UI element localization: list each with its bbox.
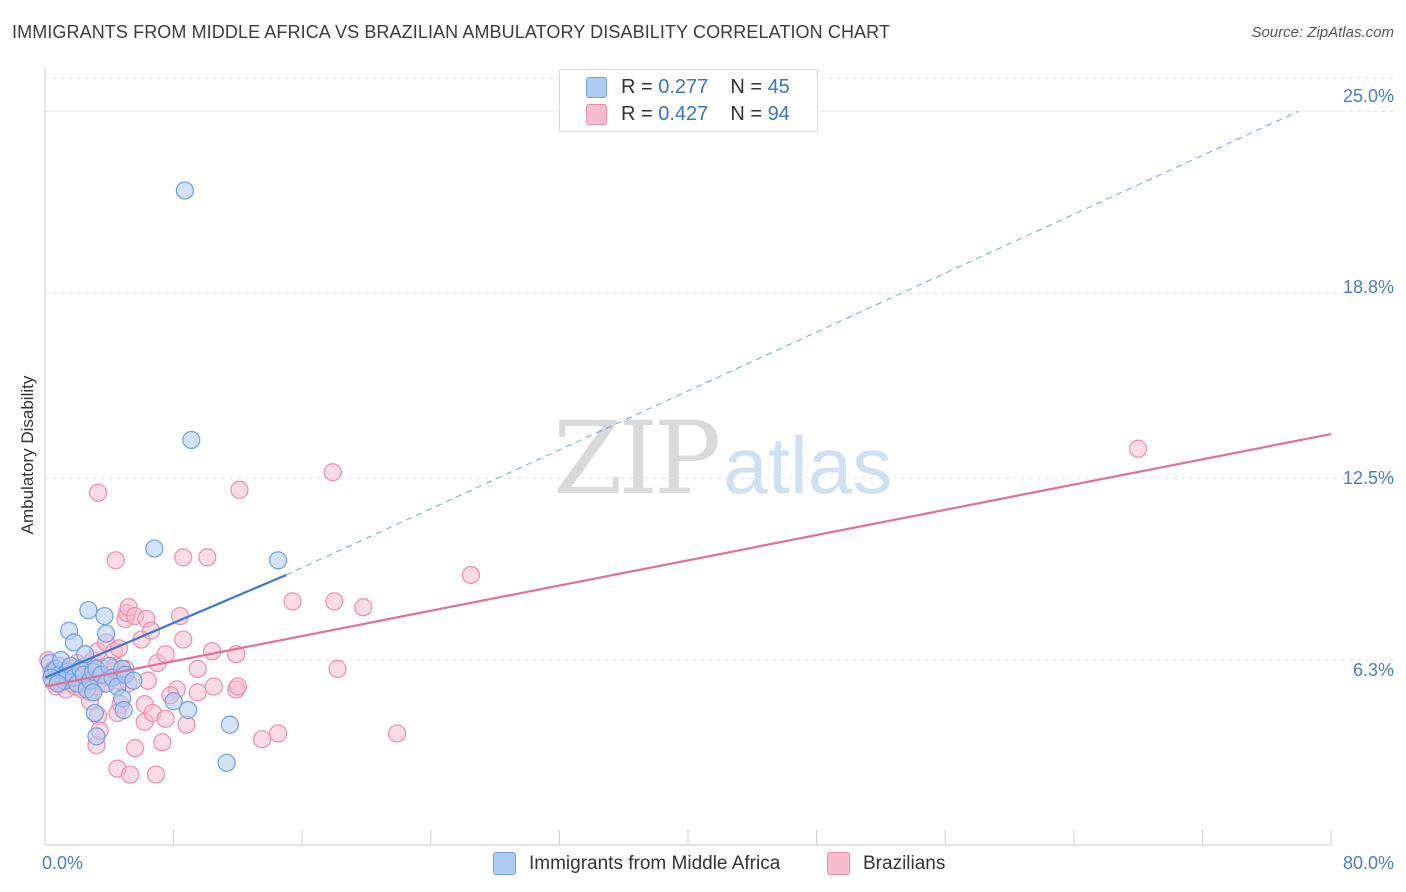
brazilian-point bbox=[156, 709, 175, 728]
middle-africa-point bbox=[268, 551, 288, 570]
legend-row-brazilians: R = 0.427 N = 94 bbox=[586, 103, 790, 125]
brazilian-point bbox=[203, 642, 222, 661]
legend-r-value: 0.427 bbox=[658, 102, 709, 125]
brazilian-point bbox=[146, 765, 166, 784]
middle-africa-point bbox=[85, 703, 104, 723]
y-tick-label-25-0: 25.0% bbox=[1342, 86, 1394, 106]
legend-r-label: R = bbox=[621, 102, 653, 125]
middle-africa-point bbox=[175, 181, 194, 200]
brazilian-point bbox=[125, 739, 145, 758]
brazilian-point bbox=[228, 677, 247, 696]
legend-swatch-blue bbox=[586, 76, 607, 98]
middle-africa-point bbox=[220, 715, 239, 734]
brazilian-point bbox=[188, 659, 207, 678]
bottom-legend-label-middle-africa: Immigrants from Middle Africa bbox=[529, 852, 781, 874]
legend-r-label: R = bbox=[621, 75, 653, 98]
y-axis-label: Ambulatory Disability bbox=[18, 375, 37, 535]
legend-row-middle-africa: R = 0.277 N = 45 bbox=[586, 76, 790, 98]
middle-africa-point bbox=[87, 727, 106, 746]
middle-africa-point bbox=[79, 601, 98, 620]
brazilian-point bbox=[198, 548, 217, 567]
brazilian-point bbox=[268, 724, 288, 743]
brazilian-point bbox=[88, 483, 108, 502]
middle-africa-point bbox=[124, 671, 143, 690]
middle-africa-point bbox=[178, 700, 198, 720]
middle-africa-point bbox=[64, 633, 84, 652]
brazilian-point bbox=[354, 598, 373, 617]
correlation-legend: R = 0.277 N = 45 R = 0.427 N = 94 bbox=[559, 69, 818, 132]
brazilian-point bbox=[323, 463, 342, 482]
middle-africa-trend-extension bbox=[285, 110, 1300, 576]
brazilian-point bbox=[204, 677, 223, 696]
x-tick-label-min: 0.0% bbox=[42, 853, 84, 873]
brazilian-point bbox=[283, 592, 302, 611]
middle-africa-point bbox=[145, 539, 164, 558]
brazilian-point bbox=[387, 724, 407, 743]
brazilian-point bbox=[121, 765, 140, 784]
middle-africa-point bbox=[114, 700, 133, 720]
chart-title: IMMIGRANTS FROM MIDDLE AFRICA VS BRAZILI… bbox=[12, 22, 891, 42]
brazilian-point bbox=[325, 592, 344, 611]
middle-africa-point bbox=[164, 692, 183, 711]
brazilian-point bbox=[461, 565, 481, 585]
middle-africa-point bbox=[217, 753, 236, 772]
y-tick-label-12-5: 12.5% bbox=[1342, 468, 1394, 488]
legend-swatch-pink bbox=[586, 103, 607, 125]
middle-africa-point bbox=[95, 606, 114, 626]
legend-n-value: 45 bbox=[767, 75, 790, 98]
brazilian-point bbox=[1128, 439, 1148, 458]
legend-n-label: N = bbox=[730, 75, 762, 98]
middle-africa-point bbox=[96, 624, 116, 643]
brazilian-point bbox=[252, 730, 272, 749]
bottom-legend-middle-africa: Immigrants from Middle Africa bbox=[493, 852, 780, 875]
legend-n-label: N = bbox=[730, 102, 762, 125]
legend-n-value: 94 bbox=[767, 102, 790, 125]
middle-africa-point bbox=[182, 430, 201, 450]
brazilian-point bbox=[174, 630, 193, 649]
y-tick-label-18-8: 18.8% bbox=[1342, 277, 1394, 297]
legend-r-value: 0.277 bbox=[658, 75, 709, 98]
brazilian-point bbox=[156, 645, 175, 664]
brazilian-point bbox=[328, 659, 347, 678]
brazilian-point bbox=[106, 551, 125, 570]
y-tick-label-6-3: 6.3% bbox=[1352, 660, 1394, 680]
middle-africa-trend-line bbox=[44, 573, 287, 679]
bottom-legend-swatch-pink bbox=[827, 852, 850, 875]
middle-africa-point bbox=[84, 683, 103, 702]
brazilian-point bbox=[174, 548, 193, 567]
brazilian-point bbox=[153, 733, 172, 752]
brazilian-point bbox=[188, 683, 207, 702]
bottom-legend-swatch-blue bbox=[493, 852, 516, 875]
source-label: Source: ZipAtlas.com bbox=[1251, 24, 1394, 41]
bottom-legend-brazilians: Brazilians bbox=[827, 852, 945, 875]
brazilian-trend-line bbox=[44, 433, 1332, 688]
x-tick-label-max: 80.0% bbox=[1342, 853, 1394, 873]
brazilian-point bbox=[230, 480, 249, 499]
bottom-legend-label-brazilians: Brazilians bbox=[863, 852, 946, 874]
